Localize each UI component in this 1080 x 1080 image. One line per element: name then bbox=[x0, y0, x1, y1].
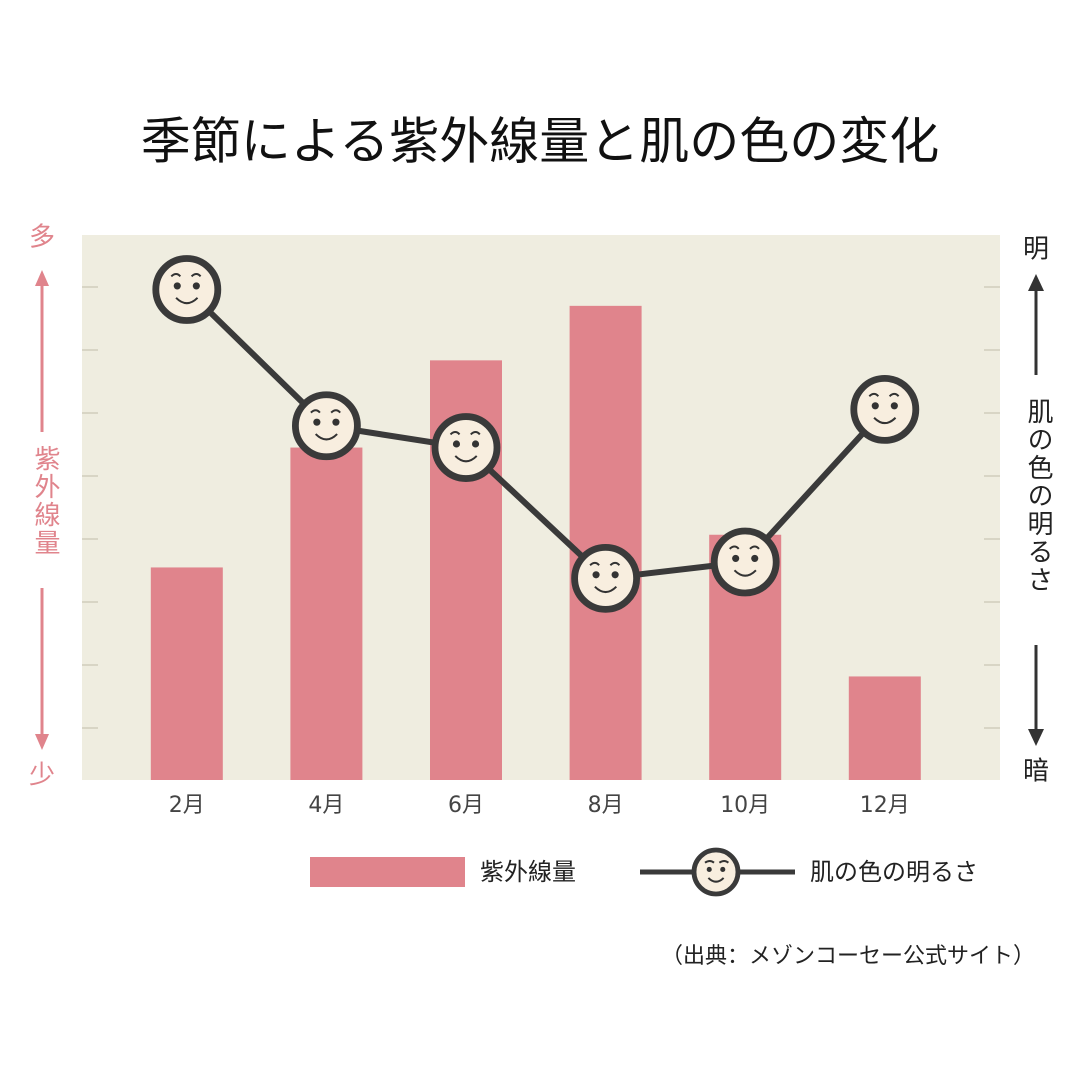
legend-bar-swatch bbox=[310, 857, 465, 887]
left-axis-label: 紫外線量 bbox=[30, 445, 60, 557]
line-point bbox=[850, 374, 920, 444]
bar bbox=[290, 447, 363, 780]
chart-title: 季節による紫外線量と肌の色の変化 bbox=[141, 113, 940, 171]
x-tick-label: 2月 bbox=[169, 793, 205, 818]
face-brow bbox=[170, 273, 202, 278]
face-eye bbox=[732, 554, 740, 563]
face-eye bbox=[313, 418, 321, 426]
right-axis-bottom: 暗 bbox=[1023, 757, 1049, 787]
x-tick-label: 8月 bbox=[588, 793, 624, 818]
line-point bbox=[152, 255, 222, 324]
face-mouth bbox=[707, 877, 725, 883]
line-point bbox=[571, 543, 641, 613]
face-brow bbox=[704, 860, 730, 864]
face-eye bbox=[471, 440, 480, 448]
line-point bbox=[710, 527, 780, 597]
face-mouth bbox=[594, 585, 618, 594]
bar bbox=[150, 567, 223, 780]
face-eye bbox=[751, 554, 759, 563]
face-eye bbox=[173, 282, 181, 290]
face-marker bbox=[571, 543, 641, 613]
face-brow bbox=[868, 392, 900, 398]
face-eye bbox=[452, 440, 461, 448]
face-brow bbox=[310, 409, 341, 414]
left-axis-bottom: 少 bbox=[29, 761, 55, 791]
face-eye bbox=[192, 282, 200, 290]
x-tick-label: 6月 bbox=[448, 793, 484, 818]
face-eye bbox=[706, 866, 712, 872]
face-marker bbox=[431, 413, 501, 482]
face-marker bbox=[152, 255, 222, 324]
x-tick-label: 4月 bbox=[308, 793, 344, 818]
face-mouth bbox=[733, 569, 757, 577]
line-point bbox=[431, 413, 501, 482]
plot-area bbox=[82, 235, 1000, 780]
face-marker bbox=[291, 391, 361, 461]
bar bbox=[848, 676, 921, 780]
bar bbox=[569, 305, 642, 780]
face-eye bbox=[611, 571, 619, 579]
right-axis-label: 肌の色の明るさ bbox=[1023, 398, 1053, 594]
face-mouth bbox=[873, 417, 897, 425]
face-marker bbox=[691, 847, 741, 897]
left-arrows bbox=[35, 270, 49, 750]
face-eye bbox=[871, 402, 879, 410]
line-point bbox=[691, 847, 741, 897]
x-tick-label: 10月 bbox=[720, 793, 770, 818]
x-tick-label: 12月 bbox=[860, 793, 910, 818]
face-eye bbox=[720, 866, 726, 872]
face-mouth bbox=[454, 455, 478, 463]
face-mouth bbox=[314, 433, 338, 441]
right-axis-top: 明 bbox=[1023, 235, 1049, 265]
legend-label: 紫外線量 bbox=[480, 858, 576, 886]
face-marker bbox=[850, 374, 920, 444]
face-mouth bbox=[175, 297, 199, 305]
face-brow bbox=[449, 431, 481, 436]
legend-label: 肌の色の明るさ bbox=[810, 858, 978, 886]
face-brow bbox=[589, 561, 621, 566]
face-marker bbox=[710, 527, 780, 597]
line-point bbox=[291, 391, 361, 461]
right-arrows bbox=[1028, 274, 1044, 746]
source: （出典：メゾンコーセー公式サイト） bbox=[661, 944, 1035, 969]
face-eye bbox=[890, 402, 898, 410]
left-axis-top: 多 bbox=[29, 223, 55, 253]
face-brow bbox=[729, 545, 760, 550]
face-eye bbox=[332, 418, 340, 426]
face-eye bbox=[592, 571, 600, 579]
